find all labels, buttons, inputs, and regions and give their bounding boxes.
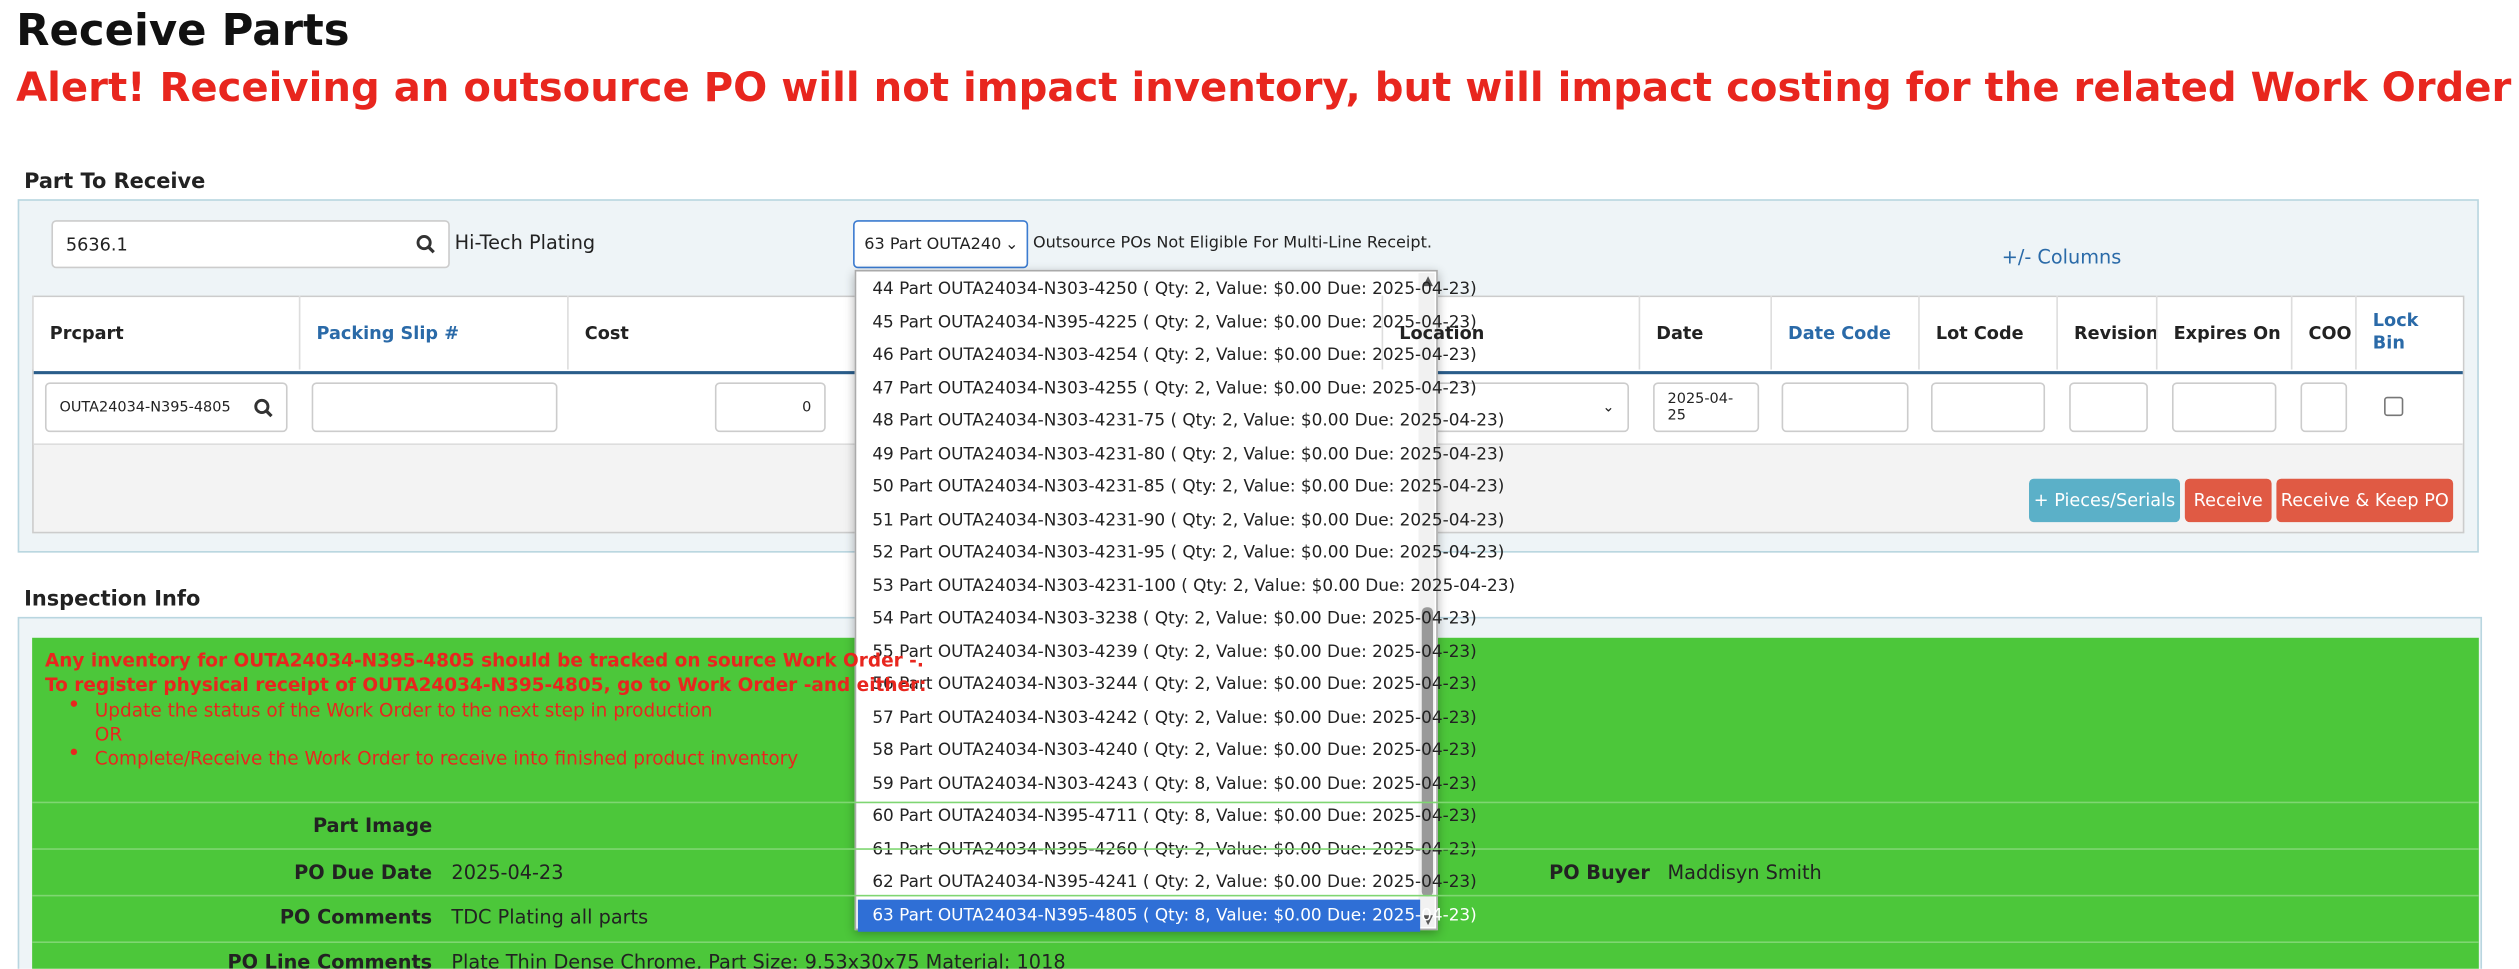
search-input[interactable]: 5636.1 xyxy=(51,220,450,269)
section-heading: Part To Receive xyxy=(24,170,206,195)
bullet-dot xyxy=(70,700,78,707)
dropdown-option[interactable]: 51 Part OUTA24034-N303-4231-90 ( Qty: 2,… xyxy=(872,510,1505,530)
column-header[interactable]: Packing Slip # xyxy=(298,295,567,370)
lot-code-input[interactable] xyxy=(1931,382,2046,433)
packing-slip-input[interactable] xyxy=(311,382,558,433)
search-icon xyxy=(254,398,273,417)
section-heading: Inspection Info xyxy=(24,587,201,613)
button[interactable]: + Pieces/Serials xyxy=(2029,478,2181,523)
dropdown-option[interactable]: 44 Part OUTA24034-N303-4250 ( Qty: 2, Va… xyxy=(872,279,1477,300)
prcpart-value: OUTA24034-N395-4805 xyxy=(59,399,231,416)
column-header[interactable]: Date Code xyxy=(1770,295,1918,370)
search-value: 5636.1 xyxy=(65,233,128,255)
button[interactable]: Receive xyxy=(2184,478,2272,523)
dropdown-option[interactable]: 60 Part OUTA24034-N395-4711 ( Qty: 8, Va… xyxy=(872,806,1477,827)
field-label: PO Due Date xyxy=(294,861,433,884)
bullet: Update the status of the Work Order to t… xyxy=(94,698,713,722)
dropdown-option[interactable]: 47 Part OUTA24034-N303-4255 ( Qty: 2, Va… xyxy=(872,378,1477,399)
column-header: Lot Code xyxy=(1918,295,2056,370)
row-separator xyxy=(32,848,2479,850)
prcpart-input[interactable]: OUTA24034-N395-4805 xyxy=(44,382,288,433)
field-label: Part Image xyxy=(312,814,433,837)
column-header[interactable]: Lock Bin xyxy=(2355,295,2426,370)
column-header: Revision xyxy=(2056,295,2158,370)
cost-input[interactable]: 0 xyxy=(714,382,826,433)
scroll-up[interactable]: ▲ xyxy=(1423,273,1433,288)
search-icon xyxy=(416,235,435,254)
row-separator xyxy=(32,894,2479,897)
dropdown-option[interactable]: 46 Part OUTA24034-N303-4254 ( Qty: 2, Va… xyxy=(872,345,1477,366)
chevron: ⌄ xyxy=(1005,235,1019,254)
date-value: 2025-04-25 xyxy=(1667,391,1734,424)
field-label: PO Buyer xyxy=(1549,861,1650,884)
dropdown-option[interactable]: 63 Part OUTA24034-N395-4805 ( Qty: 8, Va… xyxy=(857,898,1477,932)
po-select-value: 63 Part OUTA240 xyxy=(864,235,1002,254)
dropdown-option[interactable]: 62 Part OUTA24034-N395-4241 ( Qty: 2, Va… xyxy=(872,872,1477,893)
note: Outsource POs Not Eligible For Multi-Lin… xyxy=(1032,234,1432,253)
scroll-down[interactable]: ▼ xyxy=(1423,912,1433,927)
date-input[interactable]: 2025-04-25 xyxy=(1653,382,1760,433)
dropdown-option[interactable]: 59 Part OUTA24034-N303-4243 ( Qty: 8, Va… xyxy=(872,773,1477,794)
dropdown-option[interactable]: 52 Part OUTA24034-N303-4231-95 ( Qty: 2,… xyxy=(872,543,1505,563)
coo-input[interactable] xyxy=(2300,382,2348,433)
dropdown-option[interactable]: 45 Part OUTA24034-N395-4225 ( Qty: 2, Va… xyxy=(872,312,1477,333)
bullet: OR xyxy=(94,722,123,746)
field-value: Plate Thin Dense Chrome, Part Size: 9.53… xyxy=(451,951,1066,969)
bullet: Complete/Receive the Work Order to recei… xyxy=(94,747,799,770)
column-header: COO xyxy=(2290,295,2355,370)
bullet-dot xyxy=(70,748,78,756)
button[interactable]: Receive & Keep PO xyxy=(2276,478,2454,523)
expires-input[interactable] xyxy=(2171,382,2277,433)
dropdown-option[interactable]: 56 Part OUTA24034-N303-3244 ( Qty: 2, Va… xyxy=(872,675,1477,695)
field-label: PO Comments xyxy=(279,906,433,929)
warning-line: Any inventory for OUTA24034-N395-4805 sh… xyxy=(44,649,924,672)
columns-link[interactable]: +/- Columns xyxy=(2001,245,2122,269)
scroll-thumb[interactable] xyxy=(1421,607,1433,897)
cost-value: 0 xyxy=(802,399,812,416)
alert: Alert! Receiving an outsource PO will no… xyxy=(16,64,2512,111)
po-select[interactable]: 63 Part OUTA240 ⌄ xyxy=(853,220,1029,269)
dropdown-option[interactable]: 54 Part OUTA24034-N303-3238 ( Qty: 2, Va… xyxy=(872,609,1477,629)
dropdown-option[interactable]: 57 Part OUTA24034-N303-4242 ( Qty: 2, Va… xyxy=(872,708,1477,728)
field-label: PO Line Comments xyxy=(227,951,433,969)
dropdown-option[interactable]: 55 Part OUTA24034-N303-4239 ( Qty: 2, Va… xyxy=(872,642,1477,662)
location-select[interactable]: ⌄ xyxy=(1413,382,1629,433)
row-separator xyxy=(32,801,2479,804)
vendor: Hi-Tech Plating xyxy=(454,231,596,254)
dropdown-option[interactable]: 48 Part OUTA24034-N303-4231-75 ( Qty: 2,… xyxy=(872,411,1505,431)
dropdown-option[interactable]: 58 Part OUTA24034-N303-4240 ( Qty: 2, Va… xyxy=(872,740,1477,761)
column-header: Cost xyxy=(567,295,835,370)
row-separator xyxy=(32,941,2479,944)
revision-input[interactable] xyxy=(2069,382,2148,433)
column-header: Date xyxy=(1638,295,1771,370)
dropdown-option[interactable]: 53 Part OUTA24034-N303-4231-100 ( Qty: 2… xyxy=(872,576,1516,596)
date-code-input[interactable] xyxy=(1781,382,1909,433)
field-value: 2025-04-23 xyxy=(451,861,564,884)
page-title: Receive Parts xyxy=(16,6,350,57)
lock-bin-checkbox[interactable] xyxy=(2384,396,2404,417)
field-value: TDC Plating all parts xyxy=(451,906,649,929)
column-header: Expires On xyxy=(2155,295,2291,370)
column-header: Prcpart xyxy=(32,295,299,370)
column-header: Location xyxy=(1381,295,1639,370)
dropdown-option[interactable]: 49 Part OUTA24034-N303-4231-80 ( Qty: 2,… xyxy=(872,444,1505,464)
dropdown-option[interactable]: 50 Part OUTA24034-N303-4231-85 ( Qty: 2,… xyxy=(872,477,1505,497)
warning-line: To register physical receipt of OUTA2403… xyxy=(44,673,927,696)
field-value: Maddisyn Smith xyxy=(1667,861,1822,884)
dropdown: ▲ ▼ 44 Part OUTA24034-N303-4250 ( Qty: 2… xyxy=(854,269,1516,932)
